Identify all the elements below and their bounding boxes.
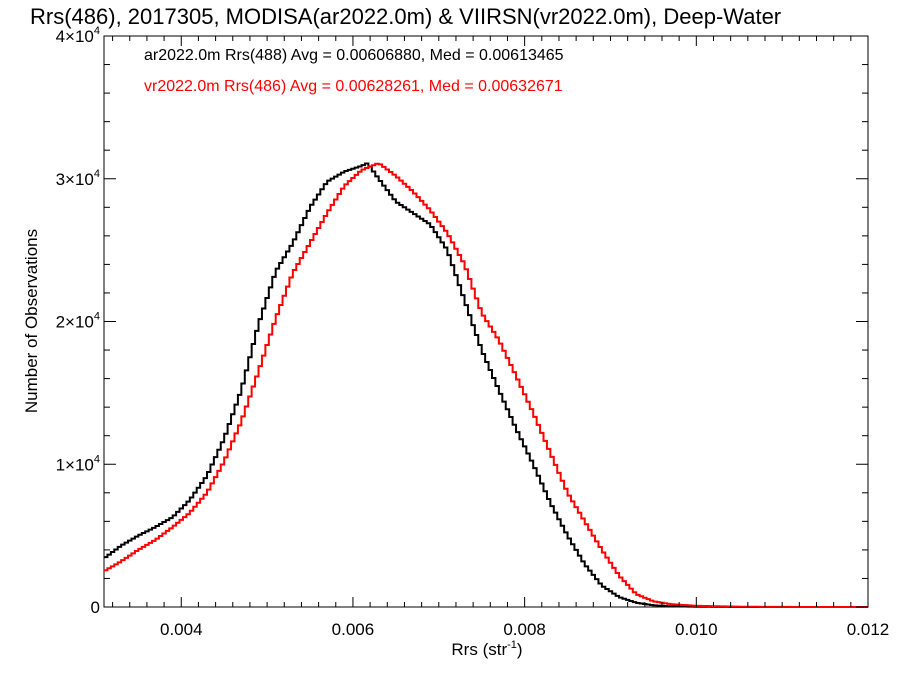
x-axis: 0.004 0.006 0.008 0.010 0.012 <box>112 36 890 639</box>
x-axis-label-main: Rrs (str <box>451 640 507 659</box>
y-tick-label: 3×104 <box>56 168 100 189</box>
chart-title: Rrs(486), 2017305, MODISA(ar2022.0m) & V… <box>30 4 781 29</box>
legend: ar2022.0m Rrs(488) Avg = 0.00606880, Med… <box>144 47 564 95</box>
x-tick-label: 0.004 <box>160 620 203 639</box>
legend-entry-modisa: ar2022.0m Rrs(488) Avg = 0.00606880, Med… <box>144 47 564 64</box>
x-tick-label: 0.008 <box>503 620 546 639</box>
x-tick-label: 0.012 <box>847 620 890 639</box>
y-axis-label: Number of Observations <box>22 229 41 413</box>
series-line-1 <box>104 162 868 608</box>
y-tick-label: 0 <box>91 598 100 617</box>
x-tick-label: 0.010 <box>675 620 718 639</box>
y-tick-label: 1×104 <box>56 453 100 474</box>
x-axis-label-sup: -1 <box>507 639 517 651</box>
y-tick-label: 2×104 <box>56 311 100 332</box>
legend-entry-viirsn: vr2022.0m Rrs(486) Avg = 0.00628261, Med… <box>144 78 563 95</box>
x-tick-label: 0.006 <box>332 620 375 639</box>
y-axis: 0 1×104 2×104 3×104 4×104 <box>56 25 868 617</box>
x-axis-label-end: ) <box>517 640 523 659</box>
y-tick-label: 4×104 <box>56 25 100 46</box>
series-line-0 <box>104 162 868 608</box>
x-axis-label: Rrs (str-1) <box>451 639 522 659</box>
series-layer <box>104 162 868 608</box>
